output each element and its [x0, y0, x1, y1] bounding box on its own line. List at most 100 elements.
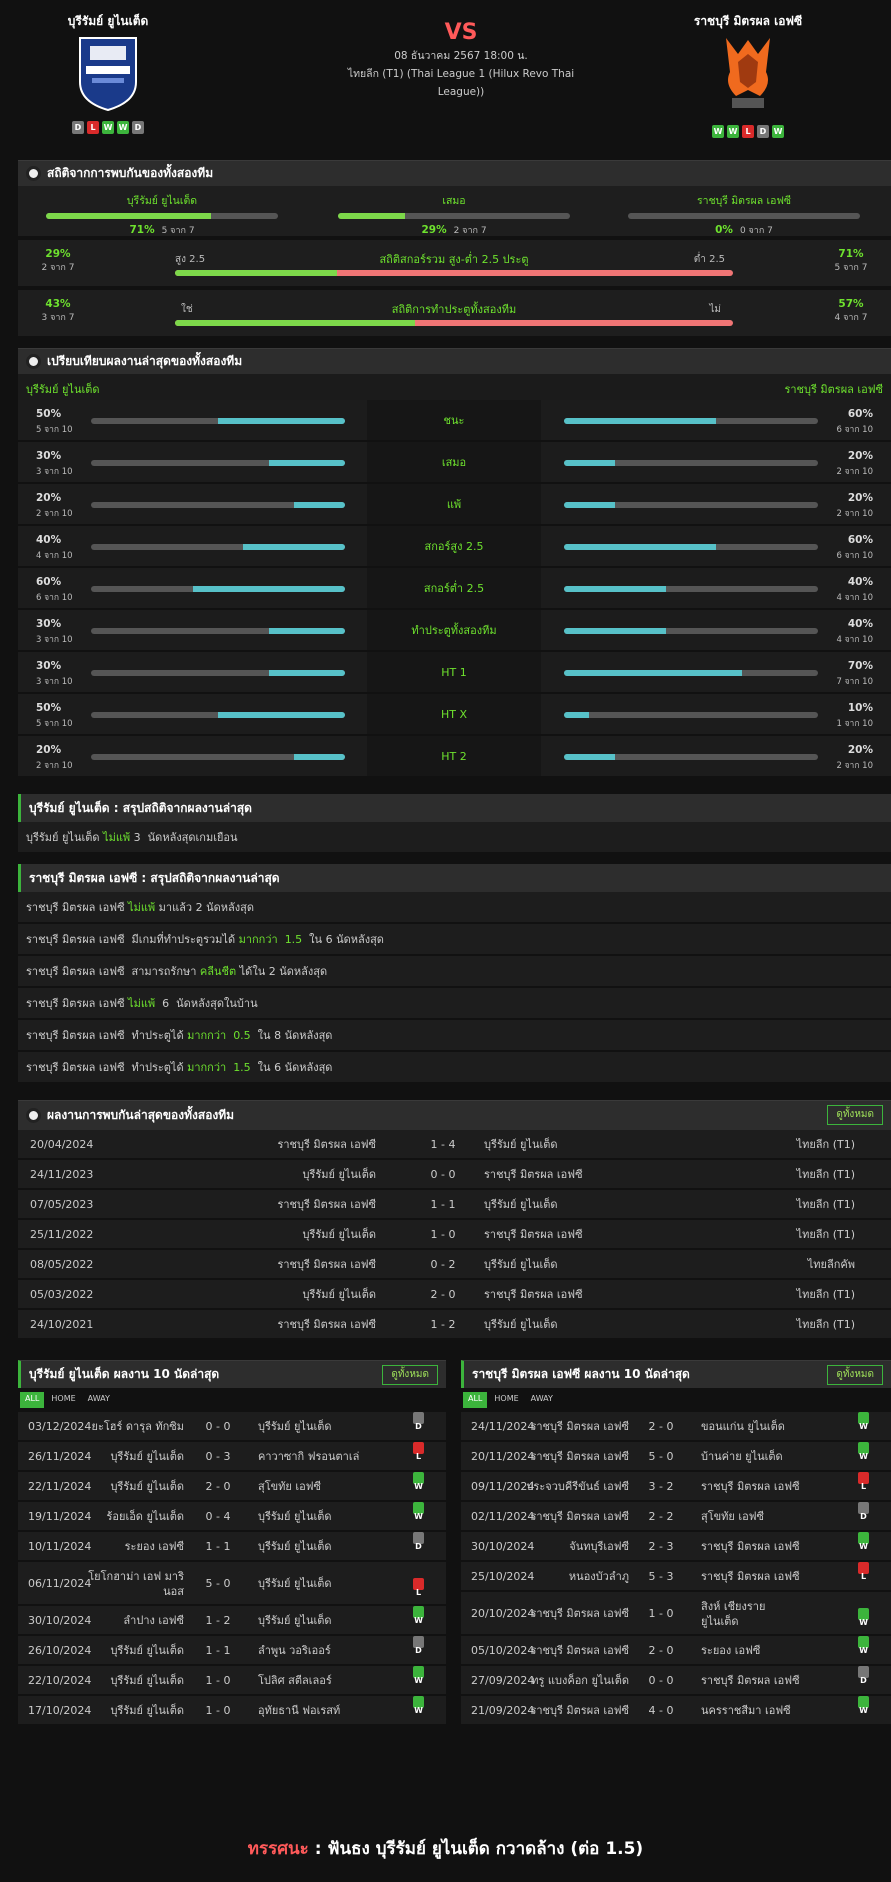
last10-home-team[interactable]: หนองบัวลำภู [569, 1562, 629, 1592]
last10-home-team[interactable]: ราชบุรี มิตรผล เอฟซี [530, 1696, 629, 1726]
meeting-league[interactable]: ไทยลีก (T1) [796, 1138, 855, 1151]
last10-row[interactable]: 03/12/2024 ยะโฮร์ ดารุล ทักซิม 0 - 0 บุรีรั… [18, 1412, 446, 1442]
meeting-home-team[interactable]: บุรีรัมย์ ยูไนเต็ด [302, 1288, 376, 1301]
last10-home-team[interactable]: จันทบุรีเอฟซี [569, 1532, 629, 1562]
tab-away[interactable]: AWAY [87, 1394, 110, 1403]
meeting-league[interactable]: ไทยลีก (T1) [796, 1318, 855, 1331]
last10-row[interactable]: 25/10/2024 หนองบัวลำภู 5 - 3 ราชบุรี มิตรผล… [461, 1562, 891, 1592]
last10-row[interactable]: 30/10/2024 ลำปาง เอฟซี 1 - 2 บุรีรัมย์ ยูไน… [18, 1606, 446, 1636]
last10-home-team[interactable]: ประจวบคีรีขันธ์ เอฟซี [526, 1472, 629, 1502]
meeting-home-team[interactable]: ราชบุรี มิตรผล เอฟซี [277, 1198, 376, 1211]
meeting-home-team[interactable]: ราชบุรี มิตรผล เอฟซี [277, 1258, 376, 1271]
last10-away-team[interactable]: โปลิศ สตีลเลอร์ [258, 1666, 332, 1696]
last10-away-team[interactable]: ราชบุรี มิตรผล เอฟซี [701, 1532, 800, 1562]
meeting-row[interactable]: 07/05/2023 ราชบุรี มิตรผล เอฟซี 1 - 1 บุรีร… [18, 1190, 891, 1220]
meeting-row[interactable]: 20/04/2024 ราชบุรี มิตรผล เอฟซี 1 - 4 บุรีร… [18, 1130, 891, 1160]
last10-away-team[interactable]: ราชบุรี มิตรผล เอฟซี [701, 1666, 800, 1696]
last10-row[interactable]: 22/10/2024 บุรีรัมย์ ยูไนเต็ด 1 - 0 โปลิศ ส… [18, 1666, 446, 1696]
last10-row[interactable]: 20/11/2024 ราชบุรี มิตรผล เอฟซี 5 - 0 บ้านค… [461, 1442, 891, 1472]
meeting-away-team[interactable]: บุรีรัมย์ ยูไนเต็ด [484, 1198, 558, 1211]
last10-home-team[interactable]: ลำปาง เอฟซี [123, 1606, 184, 1636]
last10-away-team[interactable]: ระยอง เอฟซี [701, 1636, 760, 1666]
last10-home-team[interactable]: บุรีรัมย์ ยูไนเต็ด [110, 1666, 184, 1696]
meeting-date[interactable]: 25/11/2022 [30, 1228, 94, 1241]
meeting-home-team[interactable]: บุรีรัมย์ ยูไนเต็ด [302, 1168, 376, 1181]
tab-all[interactable]: ALL [20, 1392, 45, 1408]
last10-away-view-all-button[interactable]: ดูทั้งหมด [827, 1365, 883, 1385]
meeting-league[interactable]: ไทยลีก (T1) [796, 1198, 855, 1211]
last10-away-team[interactable]: บุรีรัมย์ ยูไนเต็ด [258, 1502, 332, 1532]
meeting-row[interactable]: 08/05/2022 ราชบุรี มิตรผล เอฟซี 0 - 2 บุรีร… [18, 1250, 891, 1280]
meeting-date[interactable]: 24/10/2021 [30, 1318, 94, 1331]
tab-home[interactable]: HOME [51, 1394, 76, 1403]
last10-row[interactable]: 17/10/2024 บุรีรัมย์ ยูไนเต็ด 1 - 0 อุทัยธา… [18, 1696, 446, 1726]
meeting-home-team[interactable]: บุรีรัมย์ ยูไนเต็ด [302, 1228, 376, 1241]
last10-home-team[interactable]: บุรีรัมย์ ยูไนเต็ด [110, 1442, 184, 1472]
meeting-date[interactable]: 08/05/2022 [30, 1258, 94, 1271]
last10-away-team[interactable]: อุทัยธานี ฟอเรสท์ [258, 1696, 340, 1726]
last10-row[interactable]: 26/11/2024 บุรีรัมย์ ยูไนเต็ด 0 - 3 คาวาซาก… [18, 1442, 446, 1472]
meeting-home-team[interactable]: ราชบุรี มิตรผล เอฟซี [277, 1138, 376, 1151]
last10-home-team[interactable]: ทรู แบงค็อก ยูไนเต็ด [531, 1666, 629, 1696]
last10-row[interactable]: 02/11/2024 ราชบุรี มิตรผล เอฟซี 2 - 2 สุโขท… [461, 1502, 891, 1532]
last10-row[interactable]: 06/11/2024 โยโกฮาม่า เอฟ มาริ นอส 5 - 0 บุรี… [18, 1562, 446, 1606]
tab-away[interactable]: AWAY [530, 1394, 553, 1403]
last10-row[interactable]: 19/11/2024 ร้อยเอ็ด ยูไนเต็ด 0 - 4 บุรีรัมย… [18, 1502, 446, 1532]
meeting-row[interactable]: 24/11/2023 บุรีรัมย์ ยูไนเต็ด 0 - 0 ราชบุรี… [18, 1160, 891, 1190]
last10-home-view-all-button[interactable]: ดูทั้งหมด [382, 1365, 438, 1385]
last10-away-team[interactable]: นครราชสีมา เอฟซี [701, 1696, 791, 1726]
last10-home-team[interactable]: ราชบุรี มิตรผล เอฟซี [530, 1592, 629, 1636]
last10-row[interactable]: 09/11/2024 ประจวบคีรีขันธ์ เอฟซี 3 - 2 ราชบ… [461, 1472, 891, 1502]
last10-home-team[interactable]: โยโกฮาม่า เอฟ มาริ นอส [88, 1569, 184, 1599]
last10-home-team[interactable]: ร้อยเอ็ด ยูไนเต็ด [106, 1502, 184, 1532]
meeting-date[interactable]: 05/03/2022 [30, 1288, 94, 1301]
last10-row[interactable]: 10/11/2024 ระยอง เอฟซี 1 - 1 บุรีรัมย์ ยูไน… [18, 1532, 446, 1562]
meeting-league[interactable]: ไทยลีกคัพ [807, 1258, 855, 1271]
last10-row[interactable]: 30/10/2024 จันทบุรีเอฟซี 2 - 3 ราชบุรี มิตร… [461, 1532, 891, 1562]
last10-away-team[interactable]: บุรีรัมย์ ยูไนเต็ด [258, 1532, 332, 1562]
meeting-league[interactable]: ไทยลีก (T1) [796, 1228, 855, 1241]
last10-row[interactable]: 26/10/2024 บุรีรัมย์ ยูไนเต็ด 1 - 1 ลำพูน ว… [18, 1636, 446, 1666]
meeting-away-team[interactable]: ราชบุรี มิตรผล เอฟซี [484, 1228, 583, 1241]
last10-row[interactable]: 27/09/2024 ทรู แบงค็อก ยูไนเต็ด 0 - 0 ราชบุ… [461, 1666, 891, 1696]
meeting-league[interactable]: ไทยลีก (T1) [796, 1288, 855, 1301]
last10-row[interactable]: 22/11/2024 บุรีรัมย์ ยูไนเต็ด 2 - 0 สุโขทัย… [18, 1472, 446, 1502]
meeting-date[interactable]: 20/04/2024 [30, 1138, 94, 1151]
last10-home-team[interactable]: บุรีรัมย์ ยูไนเต็ด [110, 1696, 184, 1726]
last10-home-team[interactable]: ราชบุรี มิตรผล เอฟซี [530, 1442, 629, 1472]
meeting-away-team[interactable]: บุรีรัมย์ ยูไนเต็ด [484, 1258, 558, 1271]
last10-away-team[interactable]: สุโขทัย เอฟซี [701, 1502, 764, 1532]
last10-home-team[interactable]: ราชบุรี มิตรผล เอฟซี [530, 1412, 629, 1442]
meeting-away-team[interactable]: บุรีรัมย์ ยูไนเต็ด [484, 1318, 558, 1331]
last10-away-team[interactable]: ขอนแก่น ยูไนเต็ด [701, 1412, 785, 1442]
last10-away-team[interactable]: คาวาซากิ ฟรอนตาเล่ [258, 1442, 359, 1472]
meeting-away-team[interactable]: ราชบุรี มิตรผล เอฟซี [484, 1168, 583, 1181]
last10-away-team[interactable]: บุรีรัมย์ ยูไนเต็ด [258, 1562, 332, 1606]
last10-away-team[interactable]: ราชบุรี มิตรผล เอฟซี [701, 1562, 800, 1592]
tab-home[interactable]: HOME [494, 1394, 519, 1403]
last10-away-team[interactable]: ลำพูน วอริเออร์ [258, 1636, 331, 1666]
last10-away-team[interactable]: บุรีรัมย์ ยูไนเต็ด [258, 1606, 332, 1636]
meeting-home-team[interactable]: ราชบุรี มิตรผล เอฟซี [277, 1318, 376, 1331]
last10-home-team[interactable]: ราชบุรี มิตรผล เอฟซี [530, 1502, 629, 1532]
last10-row[interactable]: 21/09/2024 ราชบุรี มิตรผล เอฟซี 4 - 0 นครรา… [461, 1696, 891, 1726]
meeting-away-team[interactable]: บุรีรัมย์ ยูไนเต็ด [484, 1138, 558, 1151]
last10-row[interactable]: 24/11/2024 ราชบุรี มิตรผล เอฟซี 2 - 0 ขอนแก… [461, 1412, 891, 1442]
last10-home-team[interactable]: บุรีรัมย์ ยูไนเต็ด [110, 1636, 184, 1666]
meeting-league[interactable]: ไทยลีก (T1) [796, 1168, 855, 1181]
last10-home-team[interactable]: ราชบุรี มิตรผล เอฟซี [530, 1636, 629, 1666]
meetings-view-all-button[interactable]: ดูทั้งหมด [827, 1105, 883, 1125]
last10-row[interactable]: 05/10/2024 ราชบุรี มิตรผล เอฟซี 2 - 0 ระยอง… [461, 1636, 891, 1666]
last10-away-team[interactable]: บุรีรัมย์ ยูไนเต็ด [258, 1412, 332, 1442]
last10-away-team[interactable]: บ้านค่าย ยูไนเต็ด [701, 1442, 783, 1472]
last10-home-team[interactable]: ยะโฮร์ ดารุล ทักซิม [92, 1412, 184, 1442]
last10-home-team[interactable]: ระยอง เอฟซี [125, 1532, 184, 1562]
tab-all[interactable]: ALL [463, 1392, 488, 1408]
meeting-row[interactable]: 25/11/2022 บุรีรัมย์ ยูไนเต็ด 1 - 0 ราชบุรี… [18, 1220, 891, 1250]
meeting-date[interactable]: 07/05/2023 [30, 1198, 94, 1211]
last10-away-team[interactable]: สิงห์ เชียงราย ยูไนเต็ด [701, 1599, 765, 1629]
last10-row[interactable]: 20/10/2024 ราชบุรี มิตรผล เอฟซี 1 - 0 สิงห์… [461, 1592, 891, 1636]
last10-away-team[interactable]: ราชบุรี มิตรผล เอฟซี [701, 1472, 800, 1502]
